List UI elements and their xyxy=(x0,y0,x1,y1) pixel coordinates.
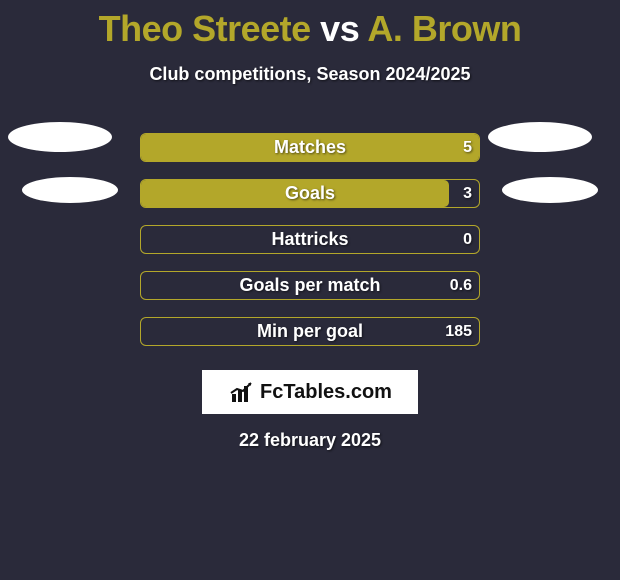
site-logo: FcTables.com xyxy=(202,370,418,414)
logo-chart-icon xyxy=(228,380,256,404)
date-label: 22 february 2025 xyxy=(0,430,620,451)
stat-row: Hattricks0 xyxy=(0,225,620,254)
player1-name: Theo Streete xyxy=(99,8,311,49)
stat-row: Min per goal185 xyxy=(0,317,620,346)
logo-text: FcTables.com xyxy=(260,381,392,404)
bar-value: 3 xyxy=(140,179,472,208)
bar-value: 0.6 xyxy=(140,271,472,300)
stat-row: Goals3 xyxy=(0,179,620,208)
bar-value: 185 xyxy=(140,317,472,346)
bar-value: 5 xyxy=(140,133,472,162)
title-vs: vs xyxy=(320,8,359,49)
stat-row: Goals per match0.6 xyxy=(0,271,620,300)
stat-rows: Matches5 Goals3 Hattricks0 Goals per match0… xyxy=(0,133,620,346)
player2-name: A. Brown xyxy=(367,8,521,49)
comparison-title: Theo Streete vs A. Brown xyxy=(0,0,620,50)
stat-row: Matches5 xyxy=(0,133,620,162)
bar-value: 0 xyxy=(140,225,472,254)
subtitle: Club competitions, Season 2024/2025 xyxy=(0,64,620,85)
